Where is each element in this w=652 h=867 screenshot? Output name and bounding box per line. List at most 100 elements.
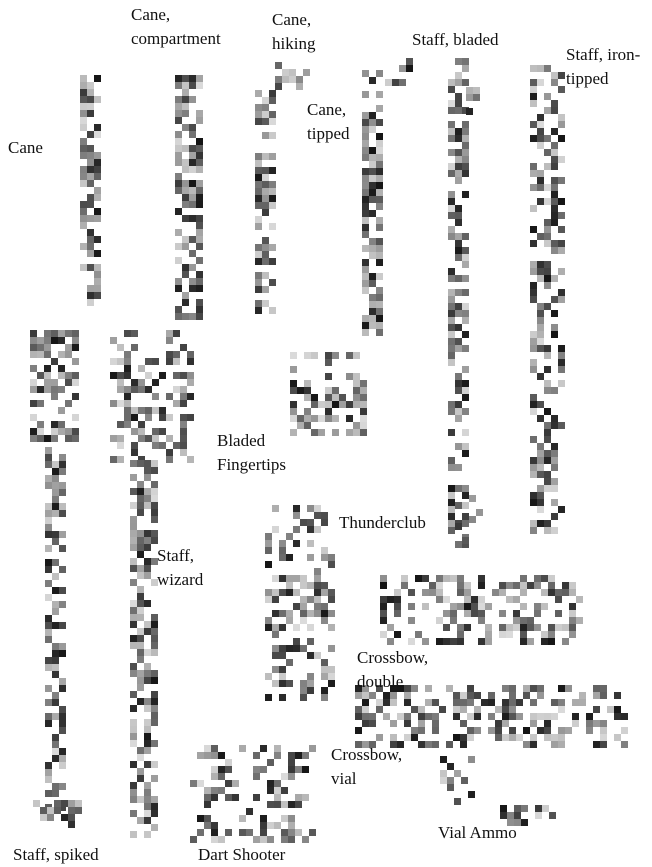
sprite-pixel: [87, 201, 94, 208]
sprite-pixel: [94, 75, 101, 82]
sprite-pixel: [144, 789, 151, 796]
sprite-pixel: [52, 559, 59, 566]
sprite-pixel: [399, 79, 406, 86]
sprite-pixel: [380, 617, 387, 624]
sprite-pixel: [380, 603, 387, 610]
sprite-pixel: [59, 755, 66, 762]
sprite-pixel: [453, 734, 460, 741]
sprite-pixel: [137, 628, 144, 635]
sprite-pixel: [175, 208, 182, 215]
sprite-pixel: [144, 474, 151, 481]
sprite-pixel: [541, 575, 548, 582]
sprite-pixel: [390, 720, 397, 727]
sprite-pixel: [130, 733, 137, 740]
sprite-pixel: [376, 154, 383, 161]
sprite-pixel: [551, 247, 558, 254]
sprite-pixel: [544, 734, 551, 741]
sprite-pixel: [182, 236, 189, 243]
sprite-pixel: [411, 685, 418, 692]
sprite-pixel: [462, 380, 469, 387]
sprite-pixel: [59, 762, 66, 769]
sprite-pixel: [72, 379, 79, 386]
sprite-pixel: [300, 596, 307, 603]
sprite-pixel: [376, 217, 383, 224]
sprite-pixel: [558, 72, 565, 79]
sprite-pixel: [558, 247, 565, 254]
sprite-pixel: [151, 740, 158, 747]
sprite-pixel: [145, 407, 152, 414]
sprite-pixel: [394, 603, 401, 610]
sprite-pixel: [182, 145, 189, 152]
sprite-pixel: [138, 428, 145, 435]
sprite-pixel: [218, 766, 225, 773]
sprite-pixel: [225, 766, 232, 773]
sprite-pixel: [260, 822, 267, 829]
sprite-pixel: [362, 140, 369, 147]
sprite-pixel: [406, 65, 413, 72]
sprite-pixel: [509, 685, 516, 692]
sprite-pixel: [448, 513, 455, 520]
sprite-pixel: [537, 128, 544, 135]
sprite-pixel: [307, 519, 314, 526]
sprite-pixel: [211, 773, 218, 780]
sprite-pixel: [196, 313, 203, 320]
sprite-pixel: [513, 610, 520, 617]
sprite-pixel: [353, 429, 360, 436]
sprite-pixel: [551, 741, 558, 748]
sprite-pixel: [362, 699, 369, 706]
sprite-pixel: [152, 428, 159, 435]
sprite-pixel: [166, 337, 173, 344]
sprite-pixel: [369, 713, 376, 720]
sprite-pixel: [551, 142, 558, 149]
sprite-pixel: [286, 575, 293, 582]
sprite-pixel: [474, 727, 481, 734]
sprite-pixel: [534, 582, 541, 589]
sprite-pixel: [509, 699, 516, 706]
sprite-pixel: [448, 191, 455, 198]
sprite-pixel: [362, 175, 369, 182]
sprite-pixel: [530, 240, 537, 247]
sprite-pixel: [332, 429, 339, 436]
sprite-pixel: [272, 596, 279, 603]
sprite-pixel: [353, 387, 360, 394]
sprite-pixel: [144, 572, 151, 579]
sprite-pixel: [411, 727, 418, 734]
sprite-pixel: [159, 428, 166, 435]
sprite-pixel: [362, 203, 369, 210]
sprite-pixel: [272, 666, 279, 673]
sprite-pixel: [448, 226, 455, 233]
sprite-pixel: [462, 513, 469, 520]
sprite-pixel: [246, 808, 253, 815]
sprite-pixel: [151, 705, 158, 712]
sprite-pixel: [311, 429, 318, 436]
sprite-pixel: [311, 394, 318, 401]
sprite-pixel: [455, 135, 462, 142]
sprite-pixel: [52, 468, 59, 475]
sprite-pixel: [151, 481, 158, 488]
sprite-pixel: [152, 442, 159, 449]
sprite-pixel: [558, 366, 565, 373]
sprite-pixel: [65, 435, 72, 442]
sprite-pixel: [137, 460, 144, 467]
sprite-pixel: [544, 345, 551, 352]
sprite-pixel: [537, 727, 544, 734]
sprite-pixel: [415, 631, 422, 638]
sprite-pixel: [541, 603, 548, 610]
sprite-pixel: [369, 154, 376, 161]
sprite-pixel: [544, 198, 551, 205]
sprite-pixel: [544, 478, 551, 485]
sprite-pixel: [275, 83, 282, 90]
sprite-pixel: [397, 713, 404, 720]
sprite-pixel: [404, 720, 411, 727]
sprite-pixel: [558, 345, 565, 352]
sprite-pixel: [422, 575, 429, 582]
sprite-pixel: [304, 408, 311, 415]
sprite-pixel: [30, 400, 37, 407]
sprite-pixel: [87, 250, 94, 257]
sprite-pixel: [467, 713, 474, 720]
sprite-pixel: [255, 223, 262, 230]
sprite-pixel: [262, 181, 269, 188]
sprite-pixel: [286, 533, 293, 540]
sprite-pixel: [369, 210, 376, 217]
sprite-pixel: [94, 236, 101, 243]
